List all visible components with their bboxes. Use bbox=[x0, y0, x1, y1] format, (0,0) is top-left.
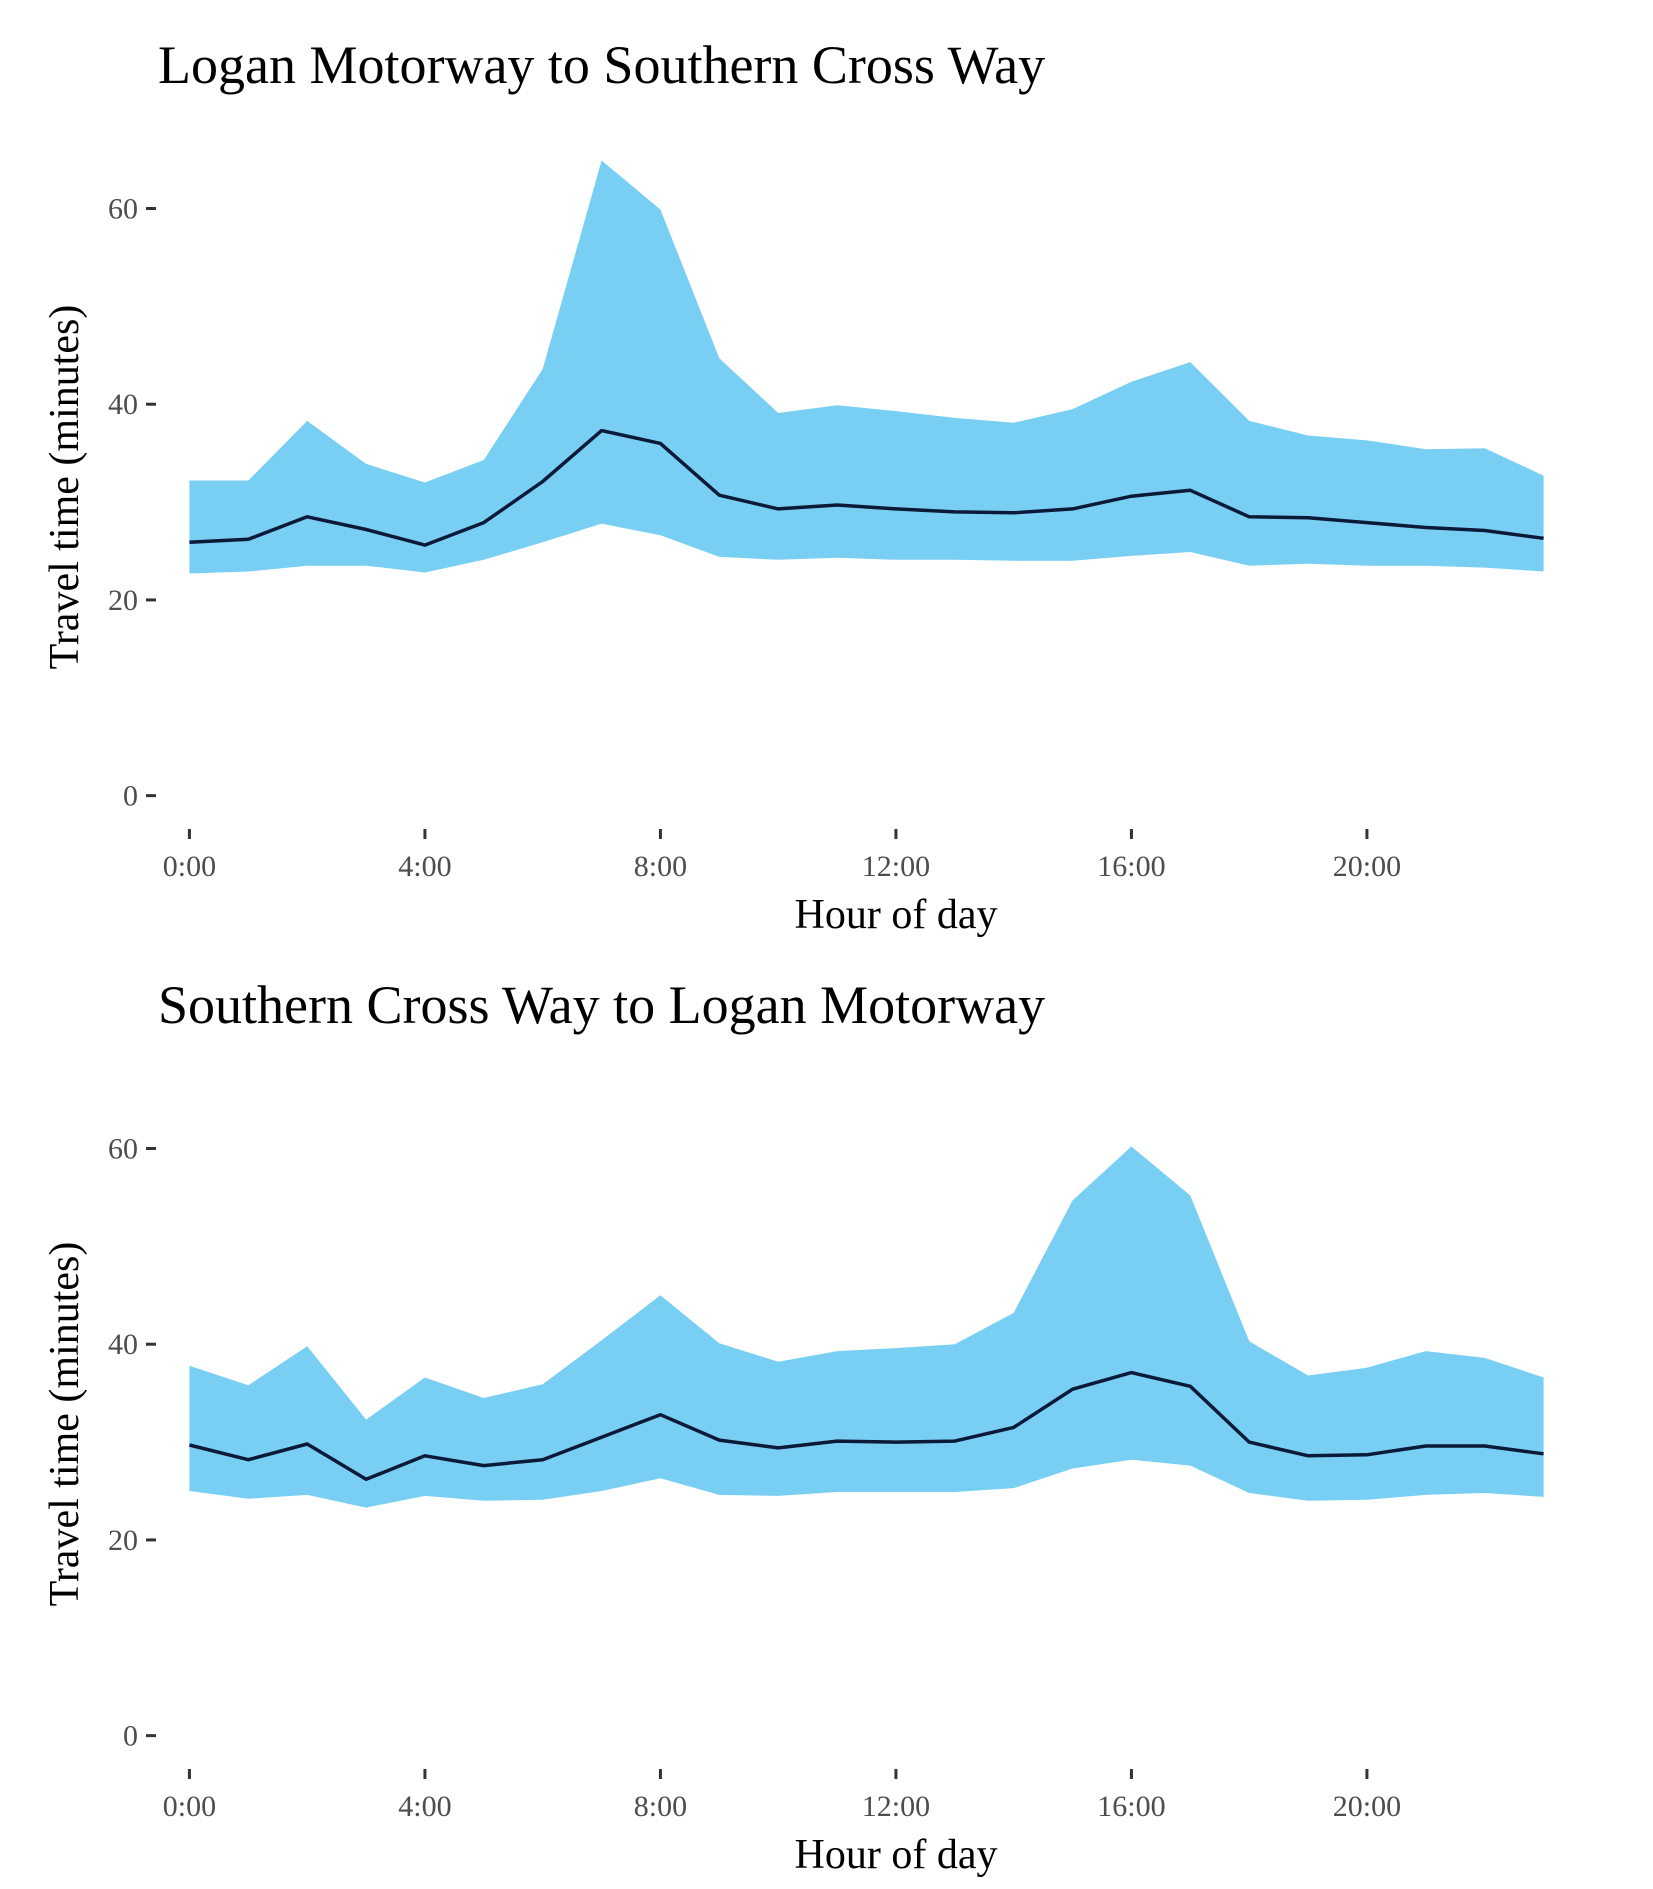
median-line bbox=[189, 428, 1544, 547]
chart-title: Logan Motorway to Southern Cross Way bbox=[158, 35, 1045, 95]
y-tick-label: 0 bbox=[123, 1720, 138, 1753]
range-band bbox=[189, 160, 1544, 574]
x-tick-label: 20:00 bbox=[1333, 850, 1401, 883]
chart-title: Southern Cross Way to Logan Motorway bbox=[158, 975, 1045, 1035]
x-tick-label: 12:00 bbox=[862, 1790, 930, 1823]
y-tick-label: 40 bbox=[108, 1328, 138, 1361]
y-axis-title: Travel time (minutes) bbox=[42, 305, 88, 670]
y-tick-label: 20 bbox=[108, 584, 138, 617]
x-axis-title: Hour of day bbox=[795, 892, 998, 938]
panel-southern-cross-to-logan: Southern Cross Way to Logan Motorway Tra… bbox=[42, 975, 1544, 1878]
x-tick-label: 0:00 bbox=[163, 1790, 216, 1823]
range-band bbox=[189, 1146, 1544, 1508]
x-tick-label: 16:00 bbox=[1097, 850, 1165, 883]
y-tick-label: 20 bbox=[108, 1524, 138, 1557]
x-tick-label: 20:00 bbox=[1333, 1790, 1401, 1823]
plot-area: 0 20 40 60 0:00 4:00 8:00 12:00 16:00 20:00 bbox=[108, 160, 1544, 883]
panel-logan-to-southern-cross: Logan Motorway to Southern Cross Way Tra… bbox=[42, 35, 1544, 938]
x-tick-label: 0:00 bbox=[163, 850, 216, 883]
y-tick-label: 60 bbox=[108, 193, 138, 226]
x-tick-label: 16:00 bbox=[1097, 1790, 1165, 1823]
x-tick-label: 8:00 bbox=[634, 850, 687, 883]
plot-area: 0 20 40 60 0:00 4:00 8:00 12:00 16:00 20:00 bbox=[108, 1133, 1544, 1823]
y-axis-title: Travel time (minutes) bbox=[42, 1242, 88, 1607]
y-tick-label: 40 bbox=[108, 388, 138, 421]
x-axis-title: Hour of day bbox=[795, 1832, 998, 1878]
median-line bbox=[188, 1370, 1544, 1482]
x-tick-label: 8:00 bbox=[634, 1790, 687, 1823]
y-tick-label: 60 bbox=[108, 1133, 138, 1166]
x-tick-label: 4:00 bbox=[398, 850, 451, 883]
x-tick-label: 12:00 bbox=[862, 850, 930, 883]
y-tick-label: 0 bbox=[123, 780, 138, 813]
x-tick-label: 4:00 bbox=[398, 1790, 451, 1823]
